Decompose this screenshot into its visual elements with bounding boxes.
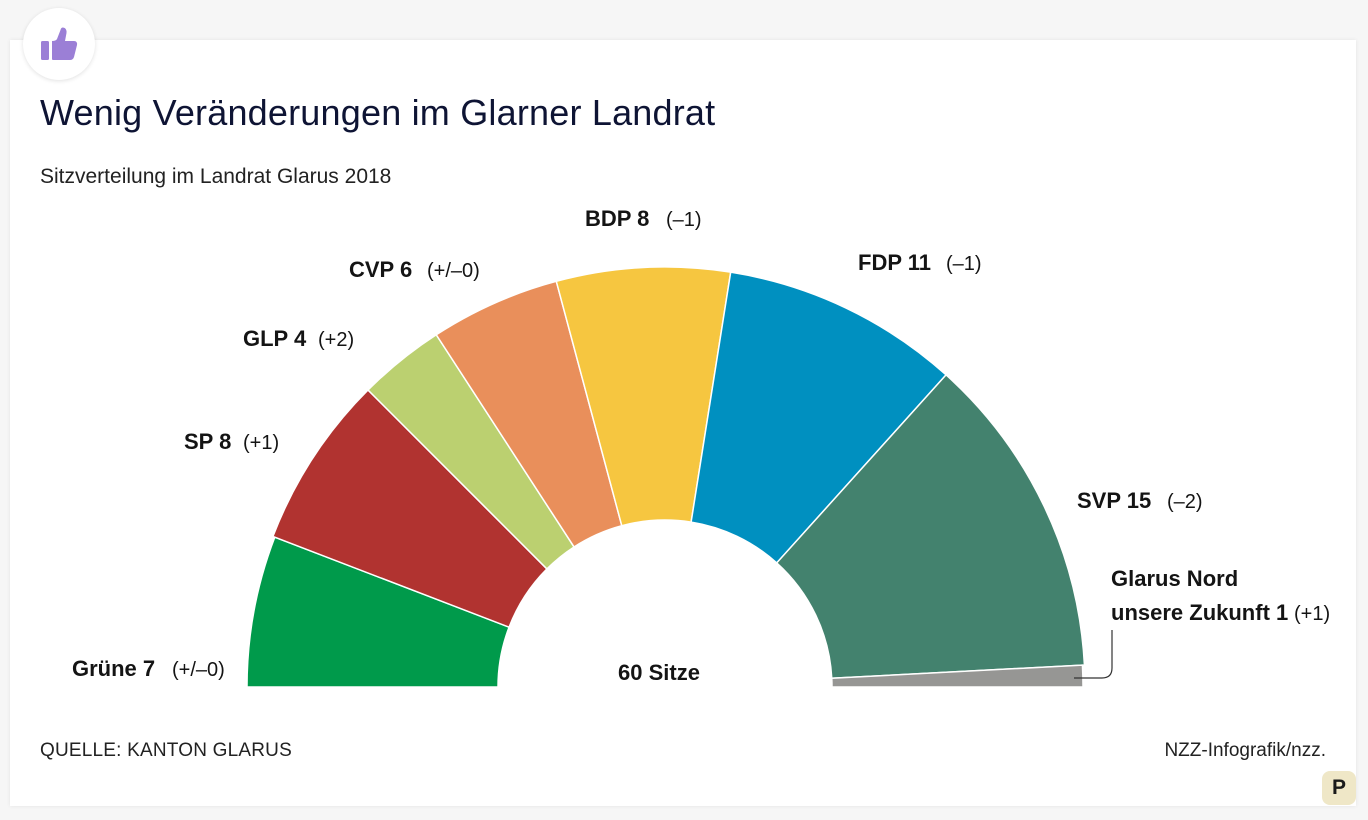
credit-note: NZZ-Infografik/nzz.: [1164, 740, 1326, 761]
page-subtitle: Sitzverteilung im Landrat Glarus 2018: [40, 165, 392, 188]
label-glp: GLP 4: [243, 326, 307, 351]
center-seat-total: 60 Sitze: [618, 660, 700, 685]
change-gr-ne: (+/–0): [172, 659, 225, 681]
label-fdp: FDP 11: [858, 250, 931, 275]
change-glarus-nord-unsere-zukunft: (+1): [1294, 603, 1330, 625]
label-gr-ne: Grüne 7: [72, 656, 155, 681]
label-svp: SVP 15: [1077, 488, 1151, 513]
source-note: QUELLE: KANTON GLARUS: [40, 740, 292, 761]
label-cvp: CVP 6: [349, 257, 412, 282]
change-cvp: (+/–0): [427, 260, 480, 282]
change-glp: (+2): [318, 329, 354, 351]
change-bdp: (–1): [666, 209, 702, 231]
change-svp: (–2): [1167, 491, 1203, 513]
slice-svp: [775, 373, 1086, 680]
slice-glarus-nord-unsere-zukunft: [830, 664, 1084, 688]
label-glarus-nord-unsere-zukunft-line1: Glarus Nord: [1111, 566, 1238, 591]
label-sp: SP 8: [184, 429, 231, 454]
slice-fdp: [690, 271, 948, 564]
page-title: Wenig Veränderungen im Glarner Landrat: [40, 92, 716, 133]
label-bdp: BDP 8: [585, 206, 649, 231]
corner-badge[interactable]: P: [1322, 771, 1356, 805]
thumbs-up-icon: [41, 27, 78, 60]
label-glarus-nord-unsere-zukunft-line2: unsere Zukunft 1: [1111, 600, 1288, 625]
thumbs-up-badge[interactable]: [23, 8, 95, 80]
leader-line-glarus-nord-unsere-zukunft: [1074, 630, 1113, 679]
change-fdp: (–1): [946, 253, 982, 275]
change-sp: (+1): [243, 432, 279, 454]
